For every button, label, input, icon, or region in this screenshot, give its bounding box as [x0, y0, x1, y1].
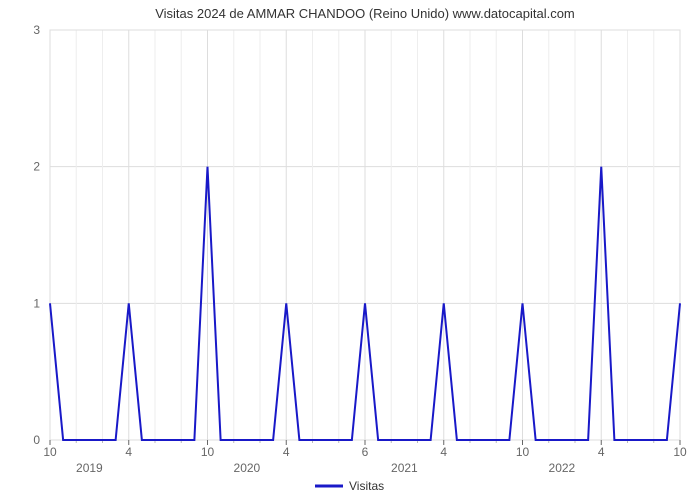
x-tick-label: 4 [283, 445, 290, 459]
x-year-label: 2019 [76, 461, 103, 475]
chart-title: Visitas 2024 de AMMAR CHANDOO (Reino Uni… [155, 6, 575, 21]
y-tick-label: 0 [33, 433, 40, 447]
x-year-label: 2022 [549, 461, 576, 475]
x-tick-label: 10 [516, 445, 530, 459]
x-tick-label: 10 [43, 445, 57, 459]
y-tick-label: 1 [33, 296, 40, 310]
x-year-label: 2020 [234, 461, 261, 475]
x-tick-label: 4 [598, 445, 605, 459]
line-chart: 0 1 2 3 10 4 10 4 6 4 10 4 10 2019 2020 2021 2022 Visitas… [0, 0, 700, 500]
x-tick-label: 10 [673, 445, 687, 459]
x-tick-label: 4 [125, 445, 132, 459]
x-tick-label: 10 [201, 445, 215, 459]
y-tick-label: 2 [33, 160, 40, 174]
y-tick-label: 3 [33, 23, 40, 37]
chart-container: 0 1 2 3 10 4 10 4 6 4 10 4 10 2019 2020 2021 2022 Visitas… [0, 0, 700, 500]
legend-label: Visitas [349, 479, 384, 493]
x-tick-label: 4 [440, 445, 447, 459]
x-tick-label: 6 [362, 445, 369, 459]
x-year-label: 2021 [391, 461, 418, 475]
